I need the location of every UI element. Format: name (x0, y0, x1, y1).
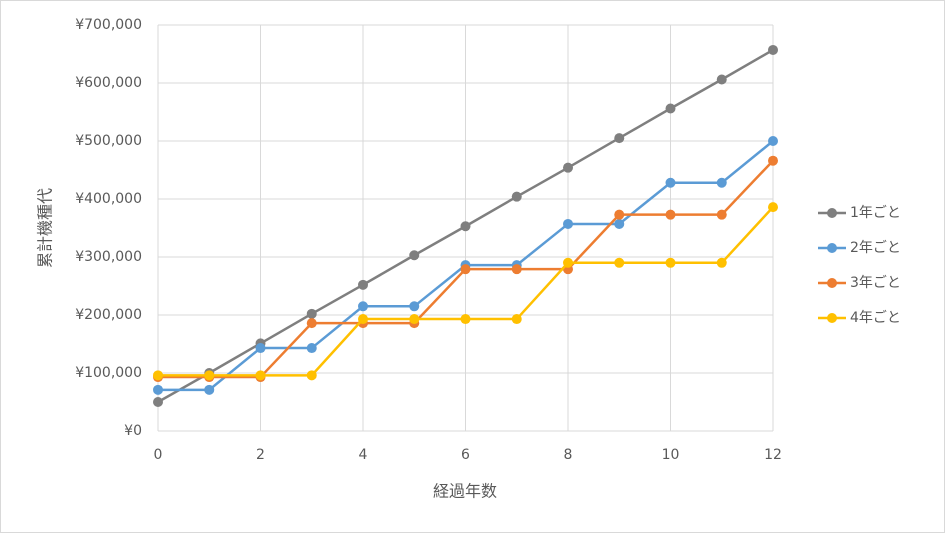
data-point (461, 264, 471, 274)
data-point (153, 370, 163, 380)
data-point (461, 221, 471, 231)
data-point (358, 314, 368, 324)
y-tick-label: ¥0 (124, 423, 142, 439)
chart-border (1, 1, 945, 533)
data-point (204, 370, 214, 380)
data-point (563, 163, 573, 173)
data-point (358, 301, 368, 311)
y-axis-title: 累計機種代 (36, 188, 55, 268)
data-point (666, 210, 676, 220)
data-point (461, 314, 471, 324)
data-point (409, 314, 419, 324)
data-point (563, 258, 573, 268)
x-tick-label: 10 (662, 447, 680, 463)
data-point (717, 178, 727, 188)
y-tick-label: ¥300,000 (75, 249, 142, 265)
x-tick-label: 8 (564, 447, 573, 463)
data-point (666, 178, 676, 188)
x-tick-label: 2 (256, 447, 265, 463)
page: {"chart_data": {"type": "line", "x_label… (0, 0, 945, 533)
data-point (204, 385, 214, 395)
y-tick-label: ¥700,000 (75, 17, 142, 33)
data-point (512, 264, 522, 274)
x-tick-label: 4 (359, 447, 368, 463)
data-point (614, 133, 624, 143)
data-point (153, 397, 163, 407)
legend-label: 2年ごと (850, 240, 901, 256)
legend-label: 3年ごと (850, 275, 901, 291)
data-point (563, 219, 573, 229)
legend-label: 4年ごと (850, 310, 901, 326)
x-tick-label: 6 (461, 447, 470, 463)
x-tick-label: 0 (154, 447, 163, 463)
legend-marker (827, 208, 837, 218)
data-point (307, 343, 317, 353)
data-point (307, 309, 317, 319)
x-axis-title: 経過年数 (433, 482, 497, 501)
x-tick-label: 12 (764, 447, 782, 463)
data-point (717, 258, 727, 268)
y-tick-label: ¥200,000 (75, 307, 142, 323)
data-point (717, 75, 727, 85)
data-point (153, 385, 163, 395)
chart: 経過年数 累計機種代 ¥0 ¥100,000 ¥200,000 ¥300,000 ¥40… (0, 0, 945, 533)
data-point (717, 210, 727, 220)
data-point (768, 136, 778, 146)
data-point (256, 370, 266, 380)
data-point (666, 104, 676, 114)
y-tick-label: ¥500,000 (75, 133, 142, 149)
y-tick-label: ¥400,000 (75, 191, 142, 207)
legend-label: 1年ごと (850, 205, 901, 221)
data-point (307, 370, 317, 380)
data-point (614, 210, 624, 220)
data-point (666, 258, 676, 268)
legend-marker (827, 313, 837, 323)
y-tick-label: ¥100,000 (75, 365, 142, 381)
data-point (409, 301, 419, 311)
data-point (614, 219, 624, 229)
data-point (768, 156, 778, 166)
data-point (256, 343, 266, 353)
data-point (512, 192, 522, 202)
data-point (768, 45, 778, 55)
data-point (409, 250, 419, 260)
y-tick-label: ¥600,000 (75, 75, 142, 91)
data-point (614, 258, 624, 268)
data-point (512, 314, 522, 324)
data-point (307, 318, 317, 328)
data-point (358, 280, 368, 290)
data-point (768, 202, 778, 212)
legend-marker (827, 278, 837, 288)
legend-marker (827, 243, 837, 253)
